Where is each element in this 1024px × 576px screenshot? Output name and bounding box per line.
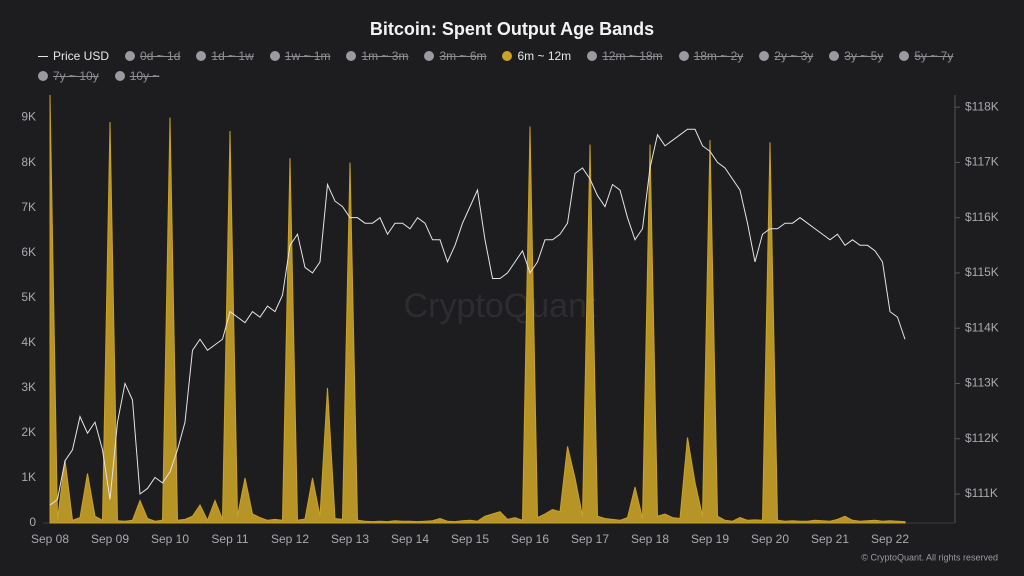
- legend-label: 0d ~ 1d: [140, 49, 181, 63]
- x-tick-label: Sep 09: [91, 532, 129, 546]
- legend-label: 3m ~ 6m: [439, 49, 487, 63]
- legend-swatch: [829, 51, 840, 61]
- legend-swatch: [196, 51, 207, 61]
- y2-tick-label: $113K: [965, 376, 999, 390]
- legend-item[interactable]: 1d ~ 1w: [196, 49, 254, 63]
- legend-item[interactable]: 5y ~ 7y: [899, 49, 953, 63]
- legend-label: 6m ~ 12m: [517, 49, 572, 63]
- x-tick-label: Sep 19: [691, 532, 729, 546]
- legend-swatch: [424, 51, 435, 61]
- x-tick-label: Sep 15: [451, 532, 489, 546]
- y-tick-label: 1K: [21, 470, 36, 484]
- legend-swatch: [346, 51, 357, 61]
- x-tick-label: Sep 10: [151, 532, 189, 546]
- legend-swatch: [38, 71, 48, 81]
- x-tick-label: Sep 12: [271, 532, 309, 546]
- legend-swatch: [587, 51, 598, 61]
- legend-label: 5y ~ 7y: [914, 49, 954, 63]
- footer: © CryptoQuant. All rights reserved: [861, 552, 998, 562]
- legend-item[interactable]: 3y ~ 5y: [829, 49, 883, 63]
- legend-item[interactable]: 0d ~ 1d: [125, 49, 180, 63]
- x-tick-label: Sep 08: [31, 532, 69, 546]
- y2-tick-label: $115K: [965, 265, 999, 279]
- watermark: CryptoQuant: [404, 287, 597, 325]
- y-tick-label: 9K: [21, 110, 36, 124]
- x-tick-label: Sep 21: [811, 532, 849, 546]
- line: [49, 128, 906, 506]
- y-tick-label: 8K: [21, 155, 36, 169]
- legend-label: 1d ~ 1w: [211, 49, 254, 63]
- legend-label: 3y ~ 5y: [844, 49, 884, 63]
- legend-item[interactable]: 6m ~ 12m: [502, 49, 571, 63]
- x-tick-label: Sep 17: [571, 532, 609, 546]
- y2-tick-label: $117K: [965, 155, 999, 169]
- legend-swatch: [38, 55, 48, 57]
- legend-label: 12m ~ 18m: [602, 49, 663, 63]
- y2-tick-label: $111K: [965, 486, 998, 500]
- legend-item[interactable]: 3m ~ 6m: [424, 49, 486, 63]
- legend-item[interactable]: 12m ~ 18m: [587, 49, 663, 63]
- x-tick-label: Sep 20: [751, 532, 789, 546]
- y-tick-label: 0: [29, 515, 36, 529]
- legend-swatch: [678, 51, 689, 61]
- legend-item[interactable]: 10y ~: [114, 69, 160, 83]
- legend-label: 7y ~ 10y: [53, 69, 99, 83]
- y-tick-label: 2K: [21, 425, 36, 439]
- legend-label: 1m ~ 3m: [361, 49, 409, 63]
- legend-item[interactable]: 1m ~ 3m: [346, 49, 408, 63]
- legend-swatch: [899, 51, 910, 61]
- y2-tick-label: $114K: [965, 320, 999, 334]
- y2-tick-label: $118K: [965, 99, 999, 113]
- legend-label: Price USD: [53, 49, 110, 63]
- x-tick-label: Sep 11: [211, 532, 248, 546]
- x-tick-label: Sep 14: [391, 532, 429, 546]
- y2-tick-label: $112K: [965, 431, 999, 445]
- legend-item[interactable]: 18m ~ 2y: [678, 49, 744, 63]
- x-tick-label: Sep 22: [871, 532, 909, 546]
- legend-swatch: [114, 71, 125, 81]
- y-tick-label: 6K: [21, 245, 36, 259]
- legend-swatch: [502, 51, 513, 61]
- legend-swatch: [269, 51, 280, 61]
- legend-label: 10y ~: [129, 69, 160, 83]
- legend: Price USD 0d ~ 1d 1d ~ 1w 1w ~ 1m 1m ~ 3m 3m …: [38, 49, 998, 83]
- legend-item[interactable]: 2y ~ 3y: [759, 49, 813, 63]
- legend-item[interactable]: 7y ~ 10y: [38, 69, 99, 83]
- legend-label: 2y ~ 3y: [774, 49, 814, 63]
- y-tick-label: 4K: [21, 335, 36, 349]
- area: [49, 94, 906, 524]
- legend-item[interactable]: Price USD: [38, 49, 109, 63]
- chart-title: Bitcoin: Spent Output Age Bands: [370, 19, 654, 39]
- y2-tick-label: $116K: [965, 210, 999, 224]
- x-tick-label: Sep 13: [331, 532, 369, 546]
- legend-label: 1w ~ 1m: [284, 49, 331, 63]
- x-tick-label: Sep 16: [511, 532, 549, 546]
- y-tick-label: 5K: [21, 290, 36, 304]
- legend-swatch: [759, 51, 770, 61]
- legend-swatch: [125, 51, 136, 61]
- y-tick-label: 3K: [21, 380, 36, 394]
- legend-label: 18m ~ 2y: [693, 49, 744, 63]
- x-tick-label: Sep 18: [631, 532, 669, 546]
- legend-item[interactable]: 1w ~ 1m: [269, 49, 331, 63]
- y-tick-label: 7K: [21, 200, 36, 214]
